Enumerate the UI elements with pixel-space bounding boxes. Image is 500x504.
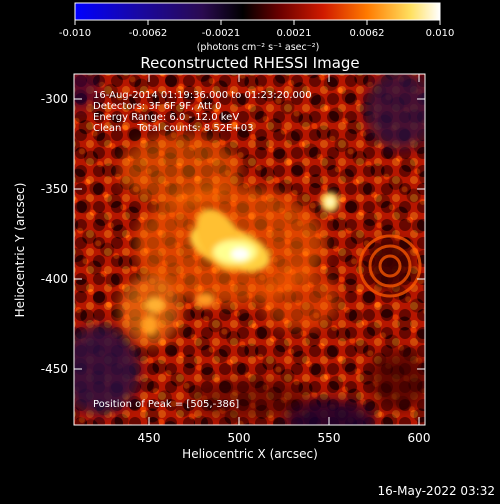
colorbar-tick-label: -0.010 bbox=[59, 28, 91, 39]
annotation-energy-range: Energy Range: 6.0 - 12.0 keV bbox=[93, 112, 239, 123]
x-tick-label: 550 bbox=[318, 431, 341, 445]
annotation-time-range: 16-Aug-2014 01:19:36.000 to 01:23:20.000 bbox=[93, 90, 312, 101]
plot-title: Reconstructed RHESSI Image bbox=[140, 54, 359, 72]
annotation-detectors: Detectors: 3F 6F 9F, Att 0 bbox=[93, 101, 221, 112]
colorbar: -0.010 -0.0062 -0.0021 0.0021 0.0062 0.0… bbox=[59, 2, 455, 53]
y-axis-label: Heliocentric Y (arcsec) bbox=[13, 183, 27, 318]
colorbar-tick-label: 0.010 bbox=[426, 28, 455, 39]
axis-ticks bbox=[74, 74, 425, 425]
y-tick-label: -400 bbox=[41, 272, 68, 286]
colorbar-gradient bbox=[74, 2, 441, 21]
y-tick-label: -450 bbox=[41, 362, 68, 376]
y-tick-label: -300 bbox=[41, 92, 68, 106]
colorbar-tick-label: 0.0021 bbox=[277, 28, 312, 39]
colorbar-tick-label: 0.0062 bbox=[350, 28, 385, 39]
colorbar-units: (photons cm⁻² s⁻¹ asec⁻²) bbox=[197, 42, 320, 53]
footer-timestamp: 16-May-2022 03:32 bbox=[378, 484, 495, 498]
x-tick-label: 500 bbox=[228, 431, 251, 445]
x-axis-label: Heliocentric X (arcsec) bbox=[182, 447, 318, 461]
x-tick-label: 450 bbox=[138, 431, 161, 445]
y-tick-label: -350 bbox=[41, 182, 68, 196]
colorbar-tick-label: -0.0062 bbox=[129, 28, 168, 39]
rhessi-image bbox=[74, 74, 425, 425]
plot-frame bbox=[73, 73, 426, 426]
peak-position-label: Position of Peak = [505,-386] bbox=[93, 399, 239, 410]
colorbar-tick-label: -0.0021 bbox=[202, 28, 241, 39]
x-tick-label: 600 bbox=[408, 431, 431, 445]
annotation-counts: Clean Total counts: 8.52E+03 bbox=[93, 123, 253, 134]
